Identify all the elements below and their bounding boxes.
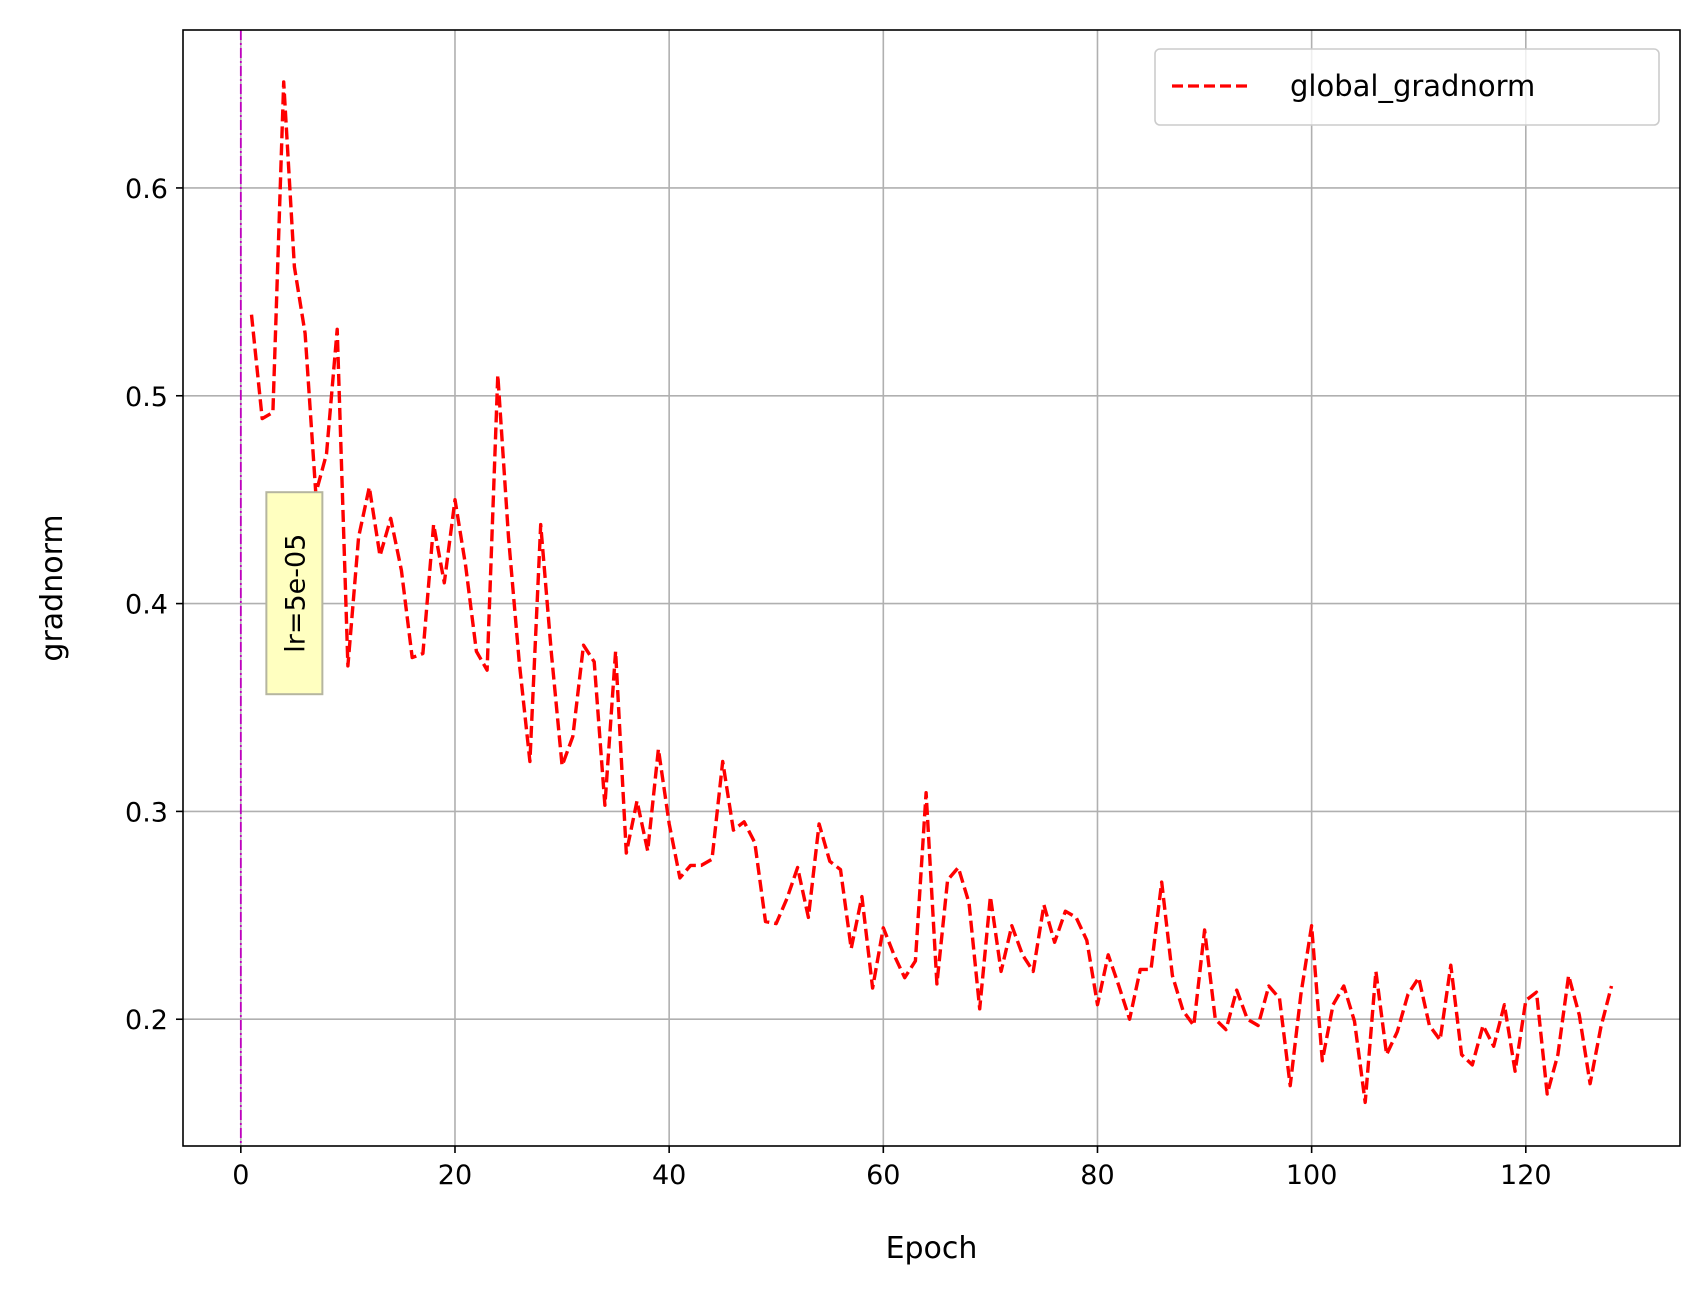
- x-tick-label: 0: [232, 1160, 249, 1191]
- grid: [183, 30, 1680, 1146]
- legend-box: [1154, 48, 1660, 126]
- series-line-global-gradnorm: [249, 80, 1614, 1105]
- x-tick-label: 80: [1080, 1160, 1114, 1191]
- y-tick-label: 0.3: [125, 797, 168, 828]
- x-tick-label: 120: [1500, 1160, 1552, 1191]
- legend: global_gradnorm: [1154, 48, 1660, 126]
- y-tick-label: 0.5: [125, 382, 168, 413]
- y-tick-label: 0.4: [125, 590, 168, 621]
- ticks: 0 20 40 60 80 100 120 0.2 0.3 0.4 0.5 0.6: [125, 174, 1552, 1191]
- y-tick-label: 0.6: [125, 174, 168, 205]
- y-axis-label: gradnorm: [35, 514, 70, 661]
- annotation-text: lr=5e-05: [280, 534, 311, 653]
- series-layer: [249, 80, 1614, 1105]
- x-tick-label: 60: [866, 1160, 900, 1191]
- x-tick-label: 100: [1286, 1160, 1338, 1191]
- y-tick-label: 0.2: [125, 1005, 168, 1036]
- x-tick-label: 40: [652, 1160, 686, 1191]
- annotation-layer: lr=5e-05: [265, 491, 324, 696]
- legend-label-global-gradnorm: global_gradnorm: [1290, 69, 1535, 103]
- plot-frame: [182, 29, 1681, 1147]
- annotation-box: [265, 491, 324, 696]
- x-tick-label: 20: [438, 1160, 472, 1191]
- x-axis-label: Epoch: [886, 1231, 978, 1266]
